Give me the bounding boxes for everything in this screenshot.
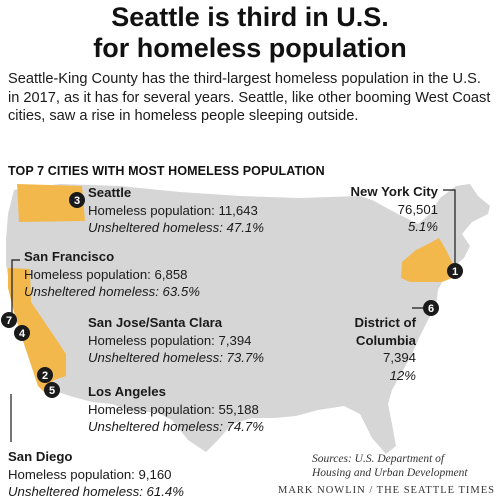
unsheltered-homeless: Unsheltered homeless: 74.7% (88, 419, 264, 435)
rank-marker-seattle: 3 (69, 192, 85, 208)
city-name-line-2: Columbia (355, 332, 416, 348)
svg-text:4: 4 (19, 328, 26, 340)
intro-paragraph: Seattle-King County has the third-larges… (8, 71, 491, 124)
label-new-york-city: New York City 76,501 5.1% (351, 183, 438, 236)
homeless-population: Homeless population: 55,188 (88, 401, 259, 417)
unsheltered-homeless: Unsheltered homeless: 63.5% (24, 284, 200, 300)
homeless-population: Homeless population: 11,643 (88, 202, 258, 218)
homeless-population: Homeless population: 9,160 (8, 466, 172, 482)
rank-marker-nyc: 1 (447, 263, 463, 279)
city-name: Seattle (88, 185, 132, 200)
source-note: Sources: U.S. Department of Housing and … (312, 452, 468, 480)
label-san-diego: San Diego Homeless population: 9,160 Uns… (8, 448, 184, 501)
label-san-jose-santa-clara: San Jose/Santa Clara Homeless population… (88, 314, 264, 367)
city-name: San Francisco (24, 249, 115, 264)
homeless-population: 76,501 (397, 201, 438, 217)
page-title: Seattle is third in U.S. for homeless po… (0, 2, 500, 64)
leader-sf (11, 259, 20, 320)
chart-subhead: TOP 7 CITIES WITH MOST HOMELESS POPULATI… (8, 164, 325, 178)
source-line-2: Housing and Urban Development (312, 467, 468, 479)
washington-highlight (17, 184, 85, 222)
title-line-1: Seattle is third in U.S. (111, 2, 389, 32)
homeless-population: Homeless population: 7,394 (88, 332, 252, 348)
rank-marker-la: 2 (37, 367, 53, 383)
svg-text:1: 1 (452, 266, 458, 278)
unsheltered-homeless: Unsheltered homeless: 73.7% (88, 350, 264, 366)
title-line-2: for homeless population (93, 33, 407, 63)
rank-marker-dc: 6 (423, 300, 439, 316)
unsheltered-homeless: 12% (389, 367, 416, 383)
svg-text:5: 5 (49, 385, 55, 397)
california-highlight (8, 268, 66, 392)
leader-nyc (443, 189, 456, 268)
rank-marker-sd: 5 (44, 382, 60, 398)
city-name: San Diego (8, 449, 73, 464)
credit-line: MARK NOWLIN / THE SEATTLE TIMES (278, 485, 495, 496)
svg-text:6: 6 (428, 303, 434, 315)
city-name: Los Angeles (88, 384, 166, 399)
city-name: San Jose/Santa Clara (88, 315, 223, 330)
svg-text:7: 7 (6, 315, 12, 327)
us-land-shape (6, 184, 490, 454)
source-line-1: Sources: U.S. Department of (312, 453, 445, 465)
rank-marker-sj: 4 (14, 325, 30, 341)
label-seattle: Seattle Homeless population: 11,643 Unsh… (88, 184, 264, 237)
city-name: New York City (350, 184, 438, 199)
unsheltered-homeless: 5.1% (407, 219, 438, 235)
homeless-population: 7,394 (382, 350, 416, 366)
new-york-highlight (401, 238, 458, 282)
svg-text:2: 2 (42, 370, 48, 382)
rank-markers: 3 1 6 7 4 2 5 (1, 192, 463, 398)
label-los-angeles: Los Angeles Homeless population: 55,188 … (88, 383, 264, 436)
label-san-francisco: San Francisco Homeless population: 6,858… (24, 248, 200, 301)
homeless-population: Homeless population: 6,858 (24, 266, 188, 282)
label-district-of-columbia: District of Columbia 7,394 12% (354, 314, 416, 384)
city-name-line-1: District of (354, 315, 416, 330)
leader-lines (10, 189, 456, 442)
unsheltered-homeless: Unsheltered homeless: 61.4% (8, 484, 184, 500)
rank-marker-sf: 7 (1, 312, 17, 328)
svg-text:3: 3 (74, 195, 80, 207)
unsheltered-homeless: Unsheltered homeless: 47.1% (88, 220, 264, 236)
